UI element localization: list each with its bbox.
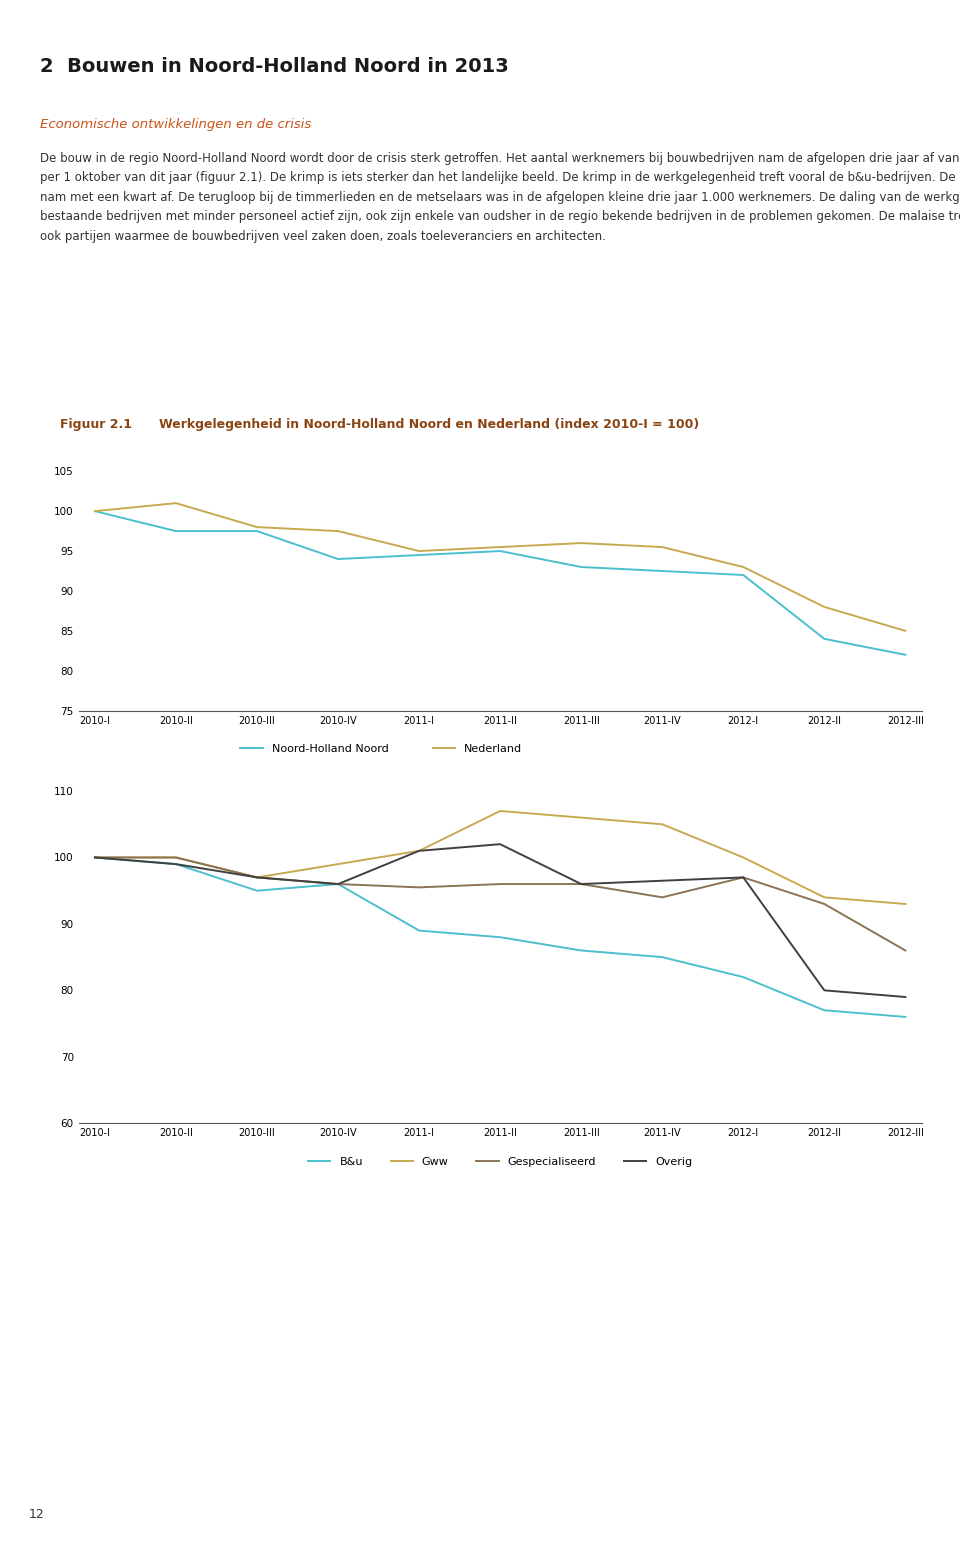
Text: Economische ontwikkelingen en de crisis: Economische ontwikkelingen en de crisis bbox=[40, 117, 312, 131]
Text: 12: 12 bbox=[29, 1508, 44, 1520]
Text: Figuur 2.1: Figuur 2.1 bbox=[60, 419, 132, 431]
Text: De bouw in de regio Noord-Holland Noord wordt door de crisis sterk getroffen. He: De bouw in de regio Noord-Holland Noord … bbox=[40, 151, 960, 243]
Text: 2  Bouwen in Noord-Holland Noord in 2013: 2 Bouwen in Noord-Holland Noord in 2013 bbox=[40, 57, 509, 76]
Legend: B&u, Gww, Gespecialiseerd, Overig: B&u, Gww, Gespecialiseerd, Overig bbox=[303, 1153, 697, 1171]
Text: Werkgelegenheid in Noord-Holland Noord en Nederland (index 2010-I = 100): Werkgelegenheid in Noord-Holland Noord e… bbox=[159, 419, 699, 431]
Legend: Noord-Holland Noord, Nederland: Noord-Holland Noord, Nederland bbox=[236, 740, 526, 759]
